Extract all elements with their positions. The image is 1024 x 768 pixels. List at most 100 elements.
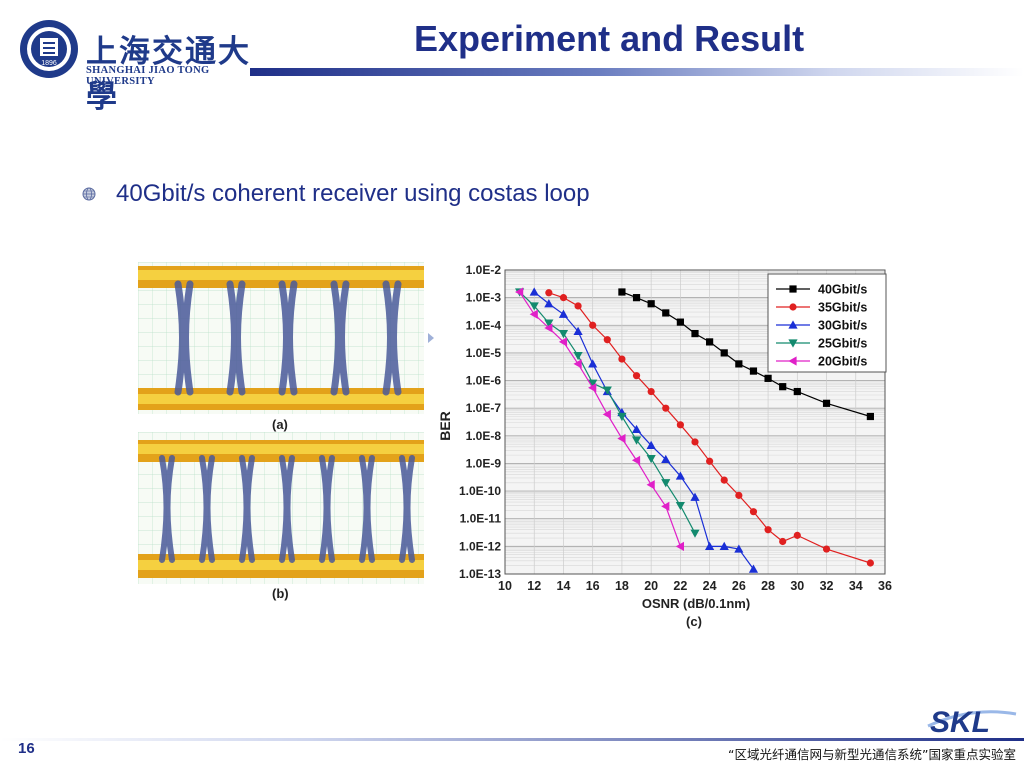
data-point [690,529,700,538]
legend-label: 25Gbit/s [818,337,867,351]
data-point [705,541,715,550]
series-25gbits [515,288,700,538]
x-tick-label: 34 [849,579,863,593]
data-point [719,541,729,550]
y-tick-label: 1.0E-8 [466,429,502,443]
data-point [866,412,874,421]
slide-title: Experiment and Result [414,18,805,59]
data-point [647,387,655,396]
data-point [589,321,597,329]
data-point [764,526,772,534]
footer-gradient-line [0,738,1024,741]
y-tick-label: 1.0E-11 [460,512,502,526]
x-tick-label: 32 [820,579,834,593]
legend-label: 35Gbit/s [818,301,867,315]
data-point [661,454,671,464]
data-point [749,367,758,375]
data-point [646,440,656,450]
y-axis-label: BER [437,411,453,441]
nav-arrow-icon [428,333,434,343]
data-point [618,355,626,363]
globe-bullet-icon [82,187,96,201]
data-point [661,501,670,511]
data-point [573,326,583,336]
data-point [574,302,582,310]
data-point [720,349,728,357]
data-point [793,531,801,539]
eye-caption-a: (a) [272,417,288,432]
x-tick-label: 36 [878,579,892,593]
data-point [691,438,699,446]
data-point [793,387,801,396]
data-point [734,544,744,553]
data-point [588,359,598,368]
data-point [735,491,743,499]
data-point [690,492,700,501]
data-point [676,421,684,429]
data-point [529,309,538,319]
data-point [544,299,554,308]
legend-entry: 20Gbit/s [776,355,867,369]
data-point [618,288,626,296]
data-point [822,545,831,553]
series-40gbits [618,288,874,421]
legend-entry: 25Gbit/s [776,337,867,351]
data-point [544,319,554,328]
header-gradient-bar [250,68,1024,76]
data-point [558,329,569,339]
data-point [764,374,772,382]
data-point [788,320,798,329]
y-tick-label: 1.0E-7 [466,401,502,415]
data-point [662,309,670,317]
data-point [662,404,670,412]
legend-label: 20Gbit/s [818,355,867,369]
data-point [515,287,524,297]
data-point [631,455,641,465]
y-tick-label: 1.0E-4 [466,318,502,332]
x-axis-label: OSNR (dB/0.1nm) [642,596,750,611]
x-tick-label: 14 [557,579,571,593]
x-tick-label: 22 [673,579,687,593]
data-point [631,436,642,445]
legend-entry: 40Gbit/s [776,283,867,297]
skl-logo: SKL [927,706,1017,738]
data-point [529,287,539,296]
seal-year: 1896 [41,60,57,67]
data-point [866,559,874,567]
data-point [647,300,655,308]
data-point [631,424,642,434]
series-35gbits [545,289,874,567]
x-tick-label: 16 [586,579,600,593]
data-point [748,564,759,573]
x-tick-label: 20 [644,579,658,593]
x-tick-label: 18 [615,579,629,593]
data-point [602,409,611,419]
bullet-item: 40Gbit/s coherent receiver using costas … [82,180,590,208]
y-tick-label: 1.0E-13 [459,567,501,581]
x-tick-label: 30 [790,579,804,593]
data-point [675,501,685,511]
data-point [603,336,611,344]
data-point [706,457,714,465]
data-point [720,476,728,484]
data-point [558,309,569,318]
y-tick-label: 1.0E-12 [459,539,501,553]
data-point [588,383,597,393]
data-point [779,383,787,391]
data-point [573,359,582,369]
data-point [559,294,568,302]
data-point [749,508,758,516]
data-point [558,337,568,347]
y-tick-label: 1.0E-6 [466,374,502,388]
data-point [788,339,798,348]
university-seal-icon: 1896 [20,20,78,78]
data-point [617,433,626,444]
page-number: 16 [18,740,35,757]
series-20gbits [515,287,684,551]
data-point [617,412,627,422]
data-point [545,289,553,297]
data-point [675,471,685,480]
footer-lab-name: “区域光纤通信网与新型光通信系统”国家重点实验室 [728,747,1016,762]
x-tick-label: 28 [761,579,775,593]
data-point [646,454,656,464]
